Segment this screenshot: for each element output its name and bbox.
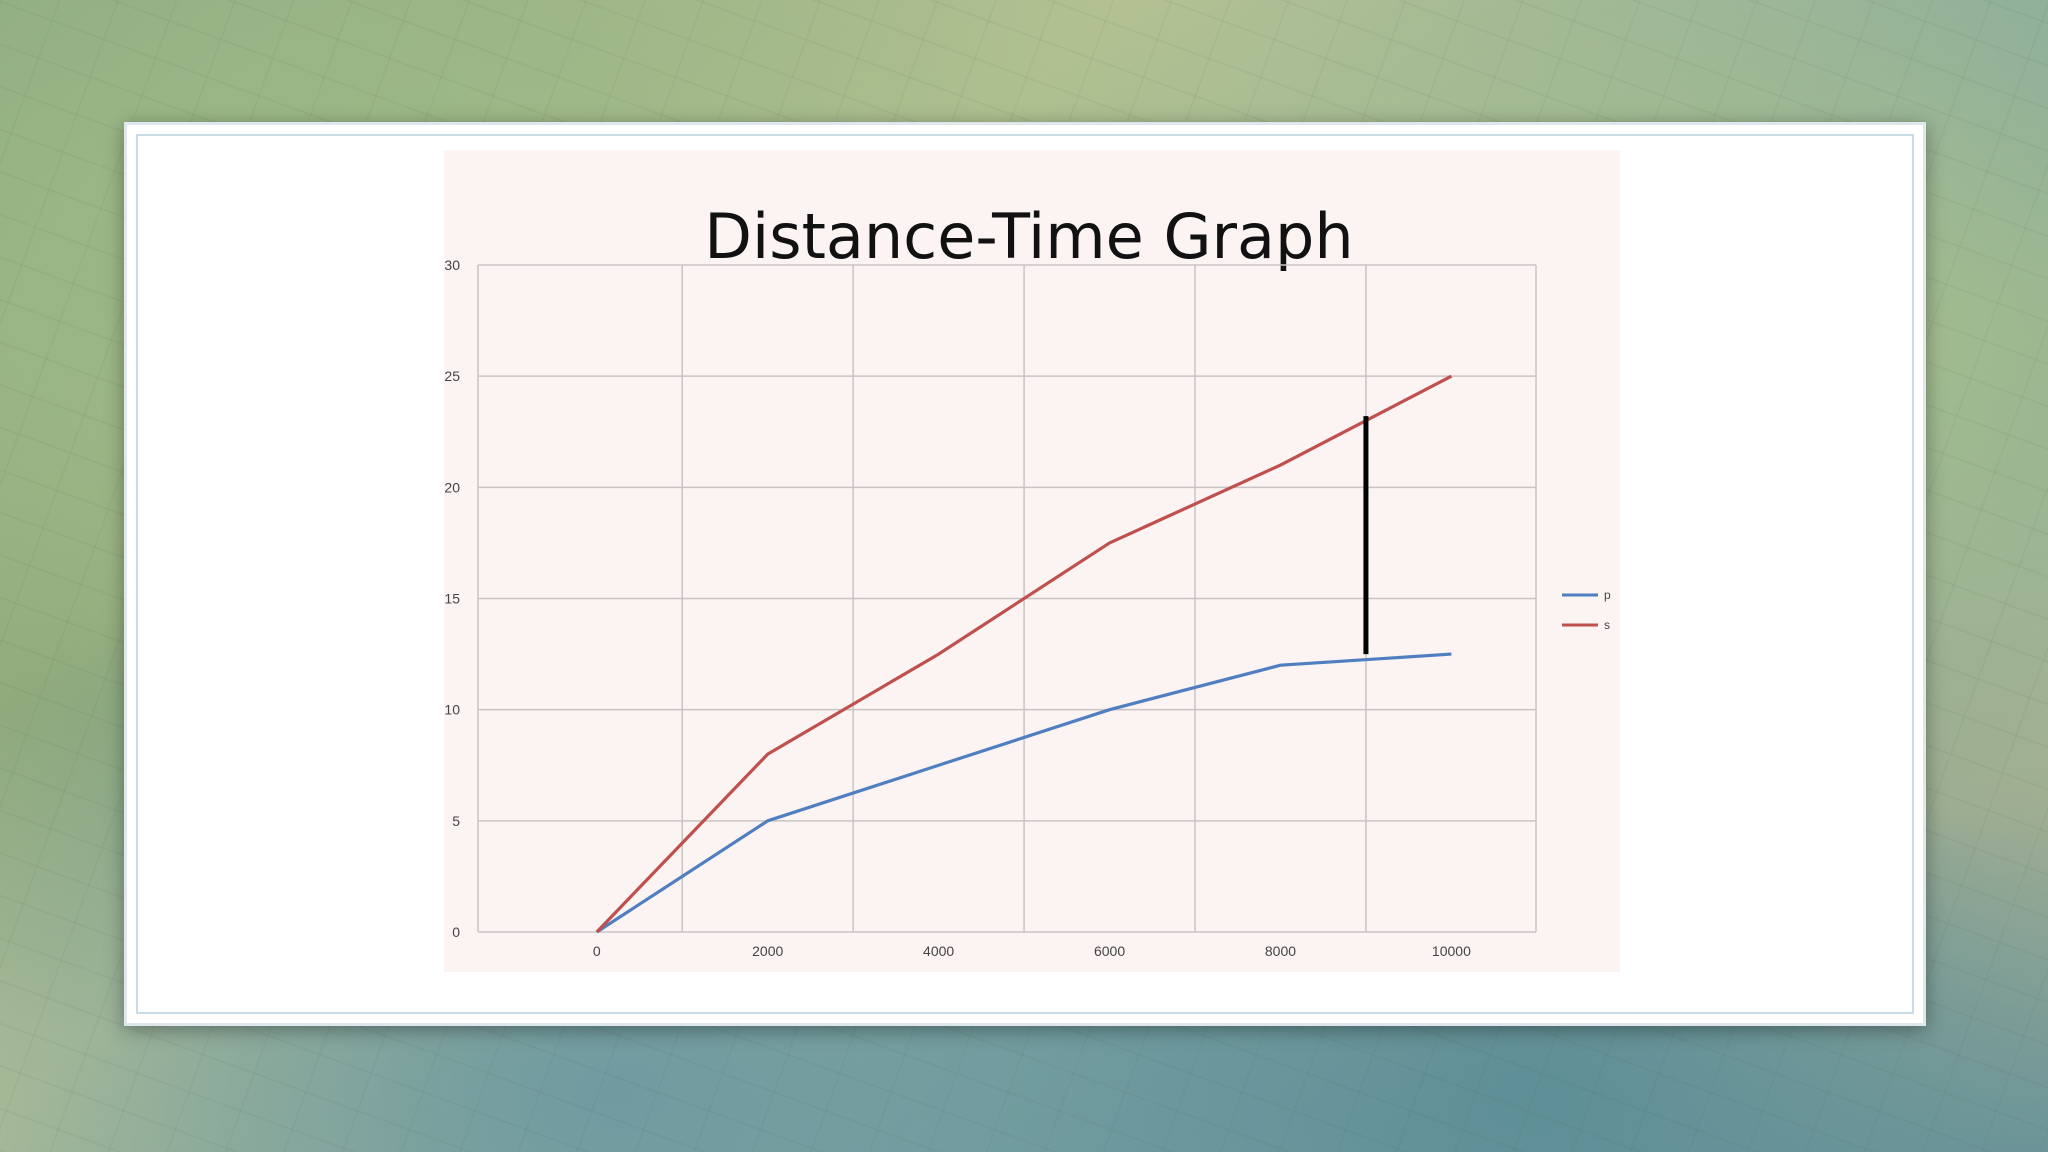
- x-tick-label: 6000: [1094, 943, 1125, 959]
- legend-label-p: p: [1604, 588, 1611, 602]
- x-tick-label: 2000: [752, 943, 783, 959]
- slide-border: [136, 134, 1914, 1014]
- series-line-s: [595, 374, 1453, 934]
- chart-title: Distance-Time Graph: [704, 200, 1353, 273]
- series-line-p: [595, 652, 1452, 934]
- x-tick-label: 8000: [1265, 943, 1296, 959]
- legend: ps: [1562, 588, 1611, 632]
- axes: 0 5 10 15 20 25 30 0 2000 4000 6000 8000 10000: [444, 257, 1471, 959]
- x-tick-label: 0: [593, 943, 601, 959]
- y-tick-label: 15: [444, 591, 460, 607]
- y-tick-label: 0: [452, 924, 460, 940]
- grid: [477, 264, 1537, 933]
- x-tick-label: 10000: [1432, 943, 1471, 959]
- y-tick-label: 5: [452, 813, 460, 829]
- y-tick-label: 25: [444, 368, 460, 384]
- legend-label-s: s: [1604, 618, 1610, 632]
- slide: Distance-Time Graph 0 5 10 15 20 25 30 0 2000 400…: [124, 122, 1926, 1026]
- series: [595, 374, 1453, 934]
- y-tick-label: 10: [444, 702, 460, 718]
- x-tick-label: 4000: [923, 943, 954, 959]
- distance-time-chart: Distance-Time Graph 0 5 10 15 20 25 30 0 2000 400…: [444, 200, 1611, 959]
- chart-panel: Distance-Time Graph 0 5 10 15 20 25 30 0 2000 400…: [444, 150, 1620, 972]
- y-tick-label: 30: [444, 257, 460, 273]
- y-tick-label: 20: [444, 479, 460, 495]
